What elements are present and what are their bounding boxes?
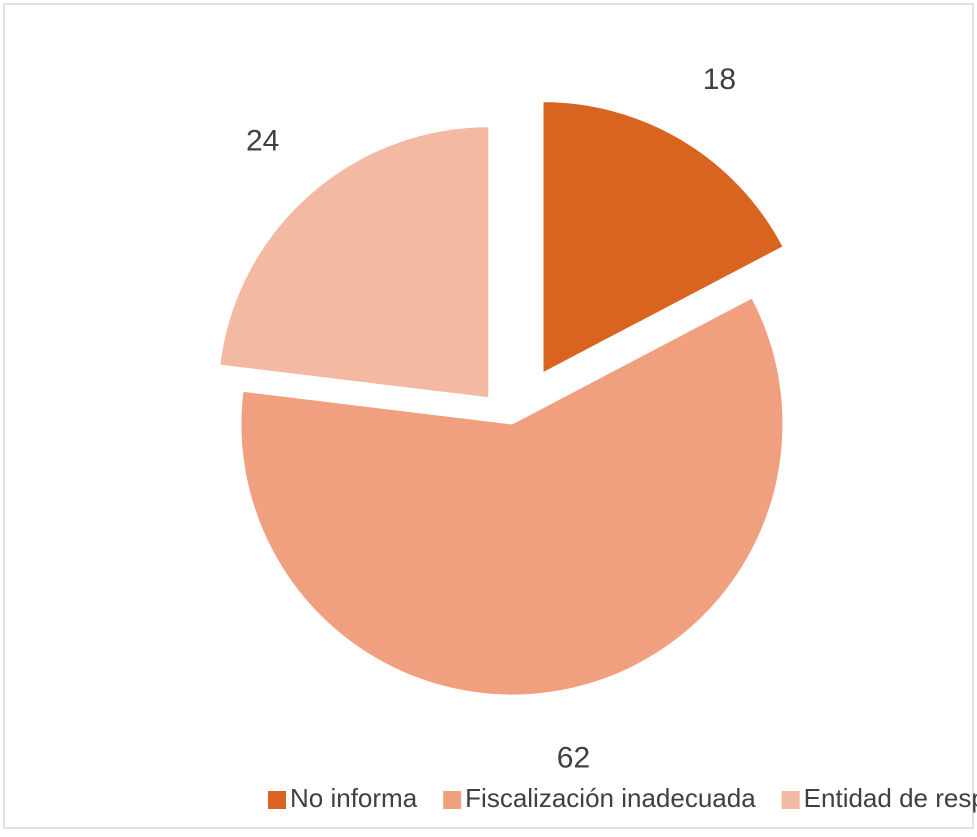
legend-label: No informa (290, 783, 418, 813)
legend-swatch (268, 791, 286, 809)
pie-slice (542, 101, 784, 374)
pie-slice (219, 126, 490, 399)
legend-swatch (443, 791, 462, 809)
data-label: 24 (246, 124, 279, 157)
data-label: 62 (557, 741, 590, 774)
legend-swatch (781, 791, 800, 809)
data-label: 18 (703, 63, 736, 96)
legend-label: Fiscalización inadecuada (465, 783, 756, 813)
pie-slice (240, 297, 784, 696)
legend-label: Entidad de respaldo (804, 783, 977, 813)
